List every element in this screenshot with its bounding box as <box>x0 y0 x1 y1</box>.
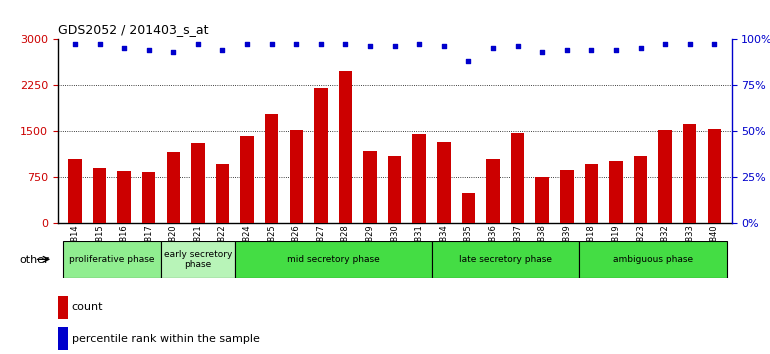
Point <box>388 44 400 49</box>
Bar <box>216 164 229 223</box>
Bar <box>314 88 327 223</box>
Text: early secretory
phase: early secretory phase <box>164 250 232 269</box>
Text: count: count <box>72 302 103 312</box>
Point <box>290 42 303 47</box>
Text: ambiguous phase: ambiguous phase <box>613 255 693 264</box>
Bar <box>388 155 401 223</box>
Point <box>142 47 155 53</box>
Point <box>315 42 327 47</box>
Bar <box>191 143 205 223</box>
Point <box>266 42 278 47</box>
Point <box>634 45 647 51</box>
Bar <box>535 177 549 223</box>
Bar <box>462 193 475 223</box>
Point <box>118 45 130 51</box>
Point <box>659 42 671 47</box>
Bar <box>437 142 450 223</box>
Bar <box>290 130 303 223</box>
Text: percentile rank within the sample: percentile rank within the sample <box>72 334 259 344</box>
Bar <box>117 171 131 223</box>
Point <box>561 47 573 53</box>
Bar <box>431 241 579 278</box>
Bar <box>363 150 377 223</box>
Point <box>708 42 721 47</box>
Point <box>487 45 499 51</box>
Text: other: other <box>19 255 49 265</box>
Bar <box>62 241 161 278</box>
Text: late secretory phase: late secretory phase <box>459 255 552 264</box>
Bar <box>339 72 352 223</box>
Bar <box>486 159 500 223</box>
Bar <box>579 241 727 278</box>
Point <box>437 44 450 49</box>
Bar <box>69 159 82 223</box>
Bar <box>683 124 696 223</box>
Text: proliferative phase: proliferative phase <box>69 255 155 264</box>
Bar <box>142 172 156 223</box>
Text: GDS2052 / 201403_s_at: GDS2052 / 201403_s_at <box>58 23 208 36</box>
Point <box>413 42 425 47</box>
Point <box>340 42 352 47</box>
Bar <box>609 161 623 223</box>
Point <box>536 49 548 55</box>
Point <box>684 42 696 47</box>
Bar <box>235 241 431 278</box>
Point <box>610 47 622 53</box>
Bar <box>560 170 574 223</box>
Bar <box>166 152 180 223</box>
Point <box>192 42 204 47</box>
Point <box>216 47 229 53</box>
Text: mid secretory phase: mid secretory phase <box>286 255 380 264</box>
Bar <box>511 133 524 223</box>
Bar <box>161 241 235 278</box>
Point <box>93 42 105 47</box>
Point <box>462 58 474 64</box>
Bar <box>658 130 672 223</box>
Point <box>69 42 81 47</box>
Bar <box>708 129 721 223</box>
Point <box>241 42 253 47</box>
Bar <box>413 134 426 223</box>
Bar <box>240 136 254 223</box>
Bar <box>584 164 598 223</box>
Bar <box>93 168 106 223</box>
Bar <box>634 156 648 223</box>
Point <box>585 47 598 53</box>
Point <box>511 44 524 49</box>
Point <box>364 44 377 49</box>
Bar <box>265 114 279 223</box>
Point <box>167 49 179 55</box>
